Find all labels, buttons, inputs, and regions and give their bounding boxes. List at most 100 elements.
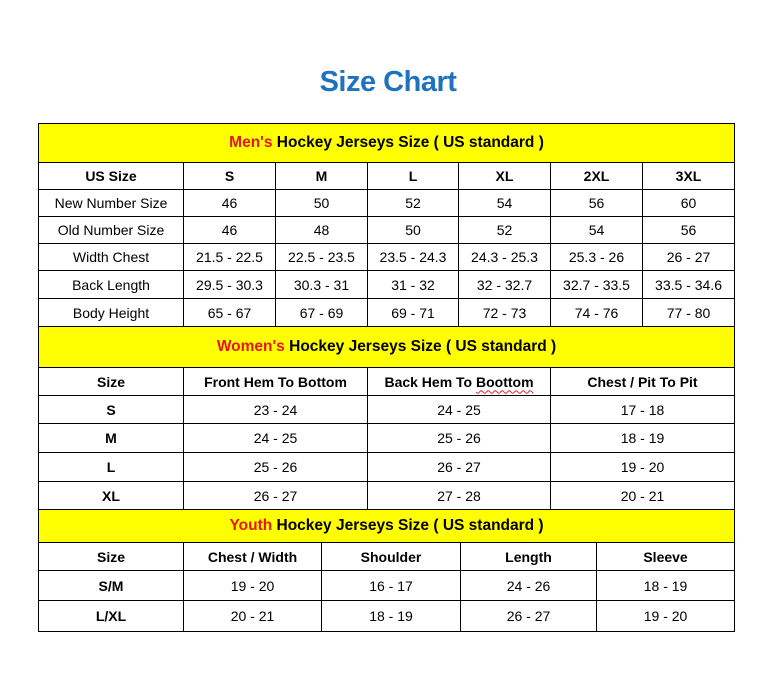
table-row: S/M 19 - 20 16 - 17 24 - 26 18 - 19 [38, 570, 736, 601]
row-label: Body Height [38, 298, 184, 327]
table-cell: 52 [367, 189, 459, 217]
column-header: XL [458, 162, 551, 190]
column-header-text: Sleeve [643, 548, 688, 565]
table-cell: 25 - 26 [367, 423, 551, 453]
youth-label: Youth [229, 517, 273, 534]
womens-label: Women's [216, 338, 285, 355]
table-cell: 46 [183, 216, 276, 244]
column-header: Front Hem To Bottom [183, 367, 368, 396]
column-header: M [275, 162, 368, 190]
header-row: Size Chest / Width Shoulder Length Sleeve [38, 542, 736, 571]
table-cell: 18 - 19 [595, 570, 736, 601]
womens-section-header: Women's Hockey Jerseys Size ( US standar… [38, 326, 735, 368]
mens-label: Men's [229, 134, 273, 151]
womens-band-text: Hockey Jerseys Size ( US standard ) [284, 338, 557, 355]
table-cell: 18 - 19 [550, 423, 735, 453]
column-header-text: Size [96, 373, 125, 390]
mens-band-text: Hockey Jerseys Size ( US standard ) [272, 134, 544, 151]
table-row: M 24 - 25 25 - 26 18 - 19 [38, 423, 735, 453]
table-cell: 20 - 21 [183, 600, 322, 632]
table-cell: 24 - 25 [367, 395, 551, 424]
table-cell: 77 - 80 [641, 298, 736, 327]
column-header: 2XL [550, 162, 643, 190]
table-cell: 16 - 17 [321, 570, 461, 601]
column-header-text: Shoulder [360, 548, 422, 565]
column-header-text: Back Hem To [384, 373, 476, 390]
table-cell: 19 - 20 [550, 452, 735, 482]
column-header-text: Chest / Width [207, 548, 298, 565]
table-row: New Number Size 46 50 52 54 56 60 [38, 189, 736, 217]
table-cell: 50 [275, 189, 368, 217]
row-label: Old Number Size [38, 216, 184, 244]
column-header: Shoulder [321, 542, 461, 571]
table-cell: 24.3 - 25.3 [458, 243, 551, 271]
table-cell: 69 - 71 [367, 298, 459, 327]
column-header-text: S [224, 168, 235, 184]
table-cell: 74 - 76 [550, 298, 643, 327]
column-header-text: Length [505, 548, 552, 565]
row-label: XL [38, 481, 184, 510]
youth-section-header: Youth Hockey Jerseys Size ( US standard … [37, 509, 736, 543]
column-header: Chest / Pit To Pit [550, 367, 735, 396]
table-cell: 31 - 32 [367, 270, 459, 299]
column-header: Chest / Width [183, 542, 322, 571]
table-cell: 23.5 - 24.3 [367, 243, 459, 271]
table-row: L 25 - 26 26 - 27 19 - 20 [38, 452, 735, 482]
row-label: M [38, 423, 184, 453]
row-label: New Number Size [38, 189, 184, 217]
table-cell: 26 - 27 [641, 243, 736, 271]
column-header: Back Hem To Boottom [367, 367, 551, 396]
table-cell: 60 [641, 189, 736, 217]
column-header-text: M [315, 168, 328, 184]
table-cell: 26 - 27 [460, 600, 597, 632]
table-cell: 46 [183, 189, 276, 217]
table-cell: 54 [550, 216, 643, 244]
column-header-text: 3XL [675, 168, 702, 184]
table-cell: 22.5 - 23.5 [275, 243, 368, 271]
table-cell: 48 [275, 216, 368, 244]
table-cell: 26 - 27 [367, 452, 551, 482]
row-label: L [38, 452, 184, 482]
column-header-text: US Size [85, 168, 137, 184]
table-cell: 32.7 - 33.5 [550, 270, 643, 299]
header-row: Size Front Hem To Bottom Back Hem To Boott… [38, 367, 735, 396]
table-cell: 25 - 26 [183, 452, 368, 482]
column-header: L [367, 162, 459, 190]
table-row: Width Chest 21.5 - 22.5 22.5 - 23.5 23.5 - … [38, 243, 736, 271]
column-header: Size [38, 542, 184, 571]
youth-size-table: Youth Hockey Jerseys Size ( US standard … [37, 509, 736, 632]
table-row: XL 26 - 27 27 - 28 20 - 21 [38, 481, 735, 510]
column-header-text: 2XL [583, 168, 610, 184]
page-title: Size Chart [319, 66, 457, 98]
table-cell: 21.5 - 22.5 [183, 243, 276, 271]
table-cell: 25.3 - 26 [550, 243, 643, 271]
column-header: Size [38, 367, 184, 396]
column-header: Length [460, 542, 597, 571]
table-row: S 23 - 24 24 - 25 17 - 18 [38, 395, 735, 424]
table-row: Back Length 29.5 - 30.3 30.3 - 31 31 - 32 32… [38, 270, 736, 299]
column-header: US Size [38, 162, 184, 190]
table-cell: 19 - 20 [183, 570, 322, 601]
column-header: Sleeve [595, 542, 736, 571]
table-cell: 67 - 69 [275, 298, 368, 327]
table-cell: 17 - 18 [550, 395, 735, 424]
table-cell: 27 - 28 [367, 481, 551, 510]
row-label: S/M [38, 570, 184, 601]
row-label: L/XL [38, 600, 184, 632]
column-header-text: Front Hem To Bottom [204, 373, 347, 390]
header-row: US Size S M L XL 2XL 3XL [38, 162, 736, 190]
table-cell: 32 - 32.7 [458, 270, 551, 299]
table-row: L/XL 20 - 21 18 - 19 26 - 27 19 - 20 [38, 600, 736, 632]
table-cell: 30.3 - 31 [275, 270, 368, 299]
table-cell: 24 - 25 [183, 423, 368, 453]
table-cell: 23 - 24 [183, 395, 368, 424]
row-label: Back Length [38, 270, 184, 299]
column-header-text: XL [495, 168, 514, 184]
table-cell: 56 [550, 189, 643, 217]
mens-size-table: Men's Hockey Jerseys Size ( US standard … [37, 123, 736, 327]
table-cell: 56 [641, 216, 736, 244]
table-cell: 65 - 67 [183, 298, 276, 327]
table-row: Body Height 65 - 67 67 - 69 69 - 71 72 - 73 7… [38, 298, 736, 327]
table-cell: 26 - 27 [183, 481, 368, 510]
table-cell: 29.5 - 30.3 [183, 270, 276, 299]
